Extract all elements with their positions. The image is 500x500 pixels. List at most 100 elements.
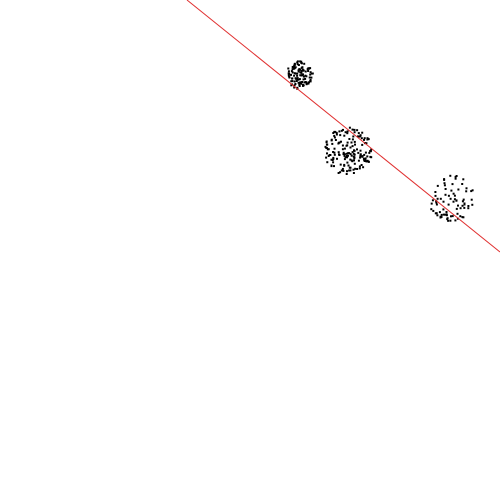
data-point [298,85,301,87]
data-point [439,216,442,219]
data-point [346,152,349,155]
data-point [343,134,346,137]
data-point [454,177,457,180]
data-point [343,153,346,156]
data-point [447,219,450,222]
data-point [341,148,344,151]
data-point [304,74,307,77]
data-point [334,139,337,141]
data-point [369,150,372,153]
data-point [449,219,452,222]
data-point [293,86,296,89]
data-point [307,82,310,85]
data-point [364,157,367,160]
data-point [353,153,356,156]
data-point [442,208,445,211]
data-point [291,68,294,71]
data-point [360,137,363,140]
data-point [300,61,303,64]
data-point [297,64,300,66]
data-point [454,219,457,222]
data-point [333,153,336,156]
data-point [302,84,304,87]
data-point [309,71,312,74]
data-point [335,133,338,136]
data-point [333,134,336,137]
data-point [331,142,334,145]
data-point [359,149,362,152]
data-point [293,64,296,67]
data-point [346,141,349,144]
data-point [339,163,342,166]
data-point [308,76,311,79]
data-point [298,78,301,81]
data-point [304,77,307,80]
data-point [363,153,366,156]
data-point [343,147,346,150]
data-point [450,189,453,192]
data-point [352,155,355,158]
data-point [449,174,452,177]
data-point [357,132,360,135]
data-point [449,197,452,200]
data-point [358,167,361,170]
data-point [325,156,328,159]
data-point [462,198,465,201]
data-point [329,154,332,156]
data-point [356,148,358,151]
data-point [370,148,373,151]
data-point [346,161,349,164]
data-point [459,207,462,210]
data-point [348,152,351,155]
data-point [456,212,459,215]
data-point [349,166,352,169]
data-point [452,192,455,195]
data-point [353,140,356,143]
data-point [471,189,474,192]
data-point [461,183,464,185]
data-point [455,199,458,202]
data-point [435,212,438,215]
data-point [450,215,452,218]
data-point [455,207,458,210]
data-point [340,140,342,143]
data-point [292,65,295,68]
data-point [326,148,329,151]
data-point [300,70,303,72]
data-point [363,138,365,141]
data-point [309,73,312,76]
data-point [455,175,458,177]
data-point [348,169,351,172]
data-point [447,203,450,206]
data-point [293,80,296,83]
data-point [356,168,359,170]
data-point [342,153,345,156]
data-point [363,137,366,140]
data-point [305,83,308,86]
data-point [467,205,470,207]
data-point [297,69,300,72]
data-point [352,172,355,174]
data-point [353,149,355,152]
data-point [326,161,329,164]
data-point [297,70,300,73]
data-point [293,67,296,70]
data-point [326,143,329,146]
data-point [345,173,348,175]
data-point [463,206,466,209]
data-point [461,200,464,203]
data-point [333,151,336,154]
data-point [343,154,346,157]
data-point [291,71,294,74]
data-point [350,159,353,162]
data-point [342,169,345,172]
data-point [309,78,312,81]
data-point [301,66,304,69]
data-point [298,82,301,85]
data-point [293,72,296,75]
data-point [287,70,290,73]
data-point [287,67,290,70]
data-point [346,130,349,133]
